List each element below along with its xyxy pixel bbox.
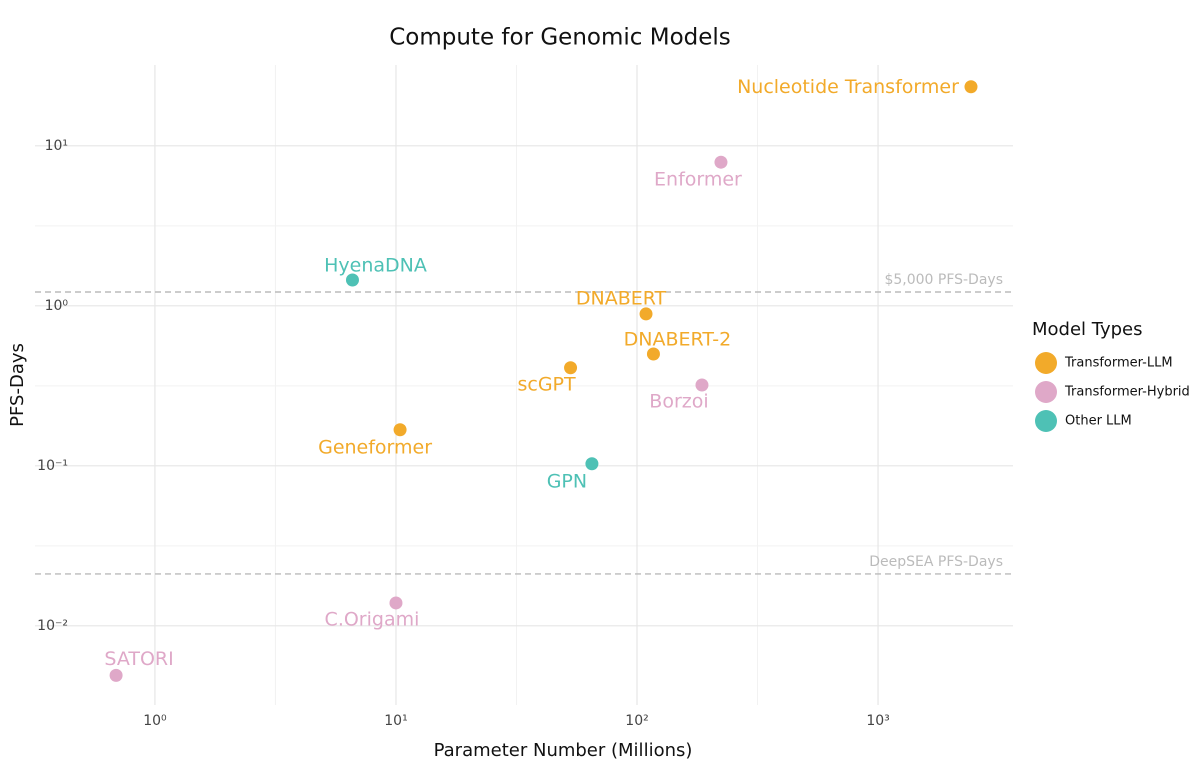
- chart-title: Compute for Genomic Models: [389, 25, 731, 51]
- x-axis-title: Parameter Number (Millions): [434, 740, 693, 761]
- point-label: Nucleotide Transformer: [737, 76, 959, 98]
- x-tick-label: 10²: [625, 713, 648, 729]
- point-label: GPN: [547, 470, 587, 492]
- x-tick-label: 10⁰: [143, 713, 167, 729]
- y-tick-label: 10⁻²: [37, 618, 68, 634]
- point: [564, 361, 578, 375]
- point-label: SATORI: [104, 648, 173, 670]
- point: [695, 378, 709, 392]
- y-tick-label: 10⁻¹: [37, 458, 68, 474]
- point-label: DNABERT-2: [624, 328, 732, 350]
- point: [646, 347, 660, 361]
- point-label: Enformer: [654, 169, 742, 191]
- point: [389, 596, 403, 610]
- legend-swatch: [1035, 410, 1057, 432]
- y-tick-label: 10⁰: [45, 298, 69, 314]
- legend-swatch: [1035, 381, 1057, 403]
- point: [964, 80, 978, 94]
- legend-title: Model Types: [1032, 319, 1143, 340]
- point-label: C.Origami: [325, 608, 420, 630]
- reference-label: $5,000 PFS-Days: [884, 272, 1003, 288]
- point: [714, 155, 728, 169]
- legend-label: Transformer-LLM: [1064, 356, 1173, 371]
- legend-swatch: [1035, 352, 1057, 374]
- legend-label: Transformer-Hybrid: [1064, 385, 1190, 400]
- point-label: scGPT: [517, 373, 576, 395]
- y-tick-label: 10¹: [45, 138, 68, 154]
- point: [639, 307, 653, 321]
- x-tick-label: 10¹: [384, 713, 407, 729]
- point-label: DNABERT: [576, 287, 667, 309]
- point-label: Borzoi: [649, 391, 708, 413]
- point: [585, 457, 599, 471]
- point: [109, 668, 123, 682]
- point-label: Geneformer: [318, 436, 432, 458]
- legend-label: Other LLM: [1065, 414, 1132, 429]
- point-label: HyenaDNA: [324, 255, 427, 277]
- y-axis-title: PFS-Days: [7, 343, 28, 427]
- x-tick-label: 10³: [866, 713, 889, 729]
- reference-label: DeepSEA PFS-Days: [869, 554, 1003, 570]
- point: [345, 273, 359, 287]
- point: [393, 423, 407, 437]
